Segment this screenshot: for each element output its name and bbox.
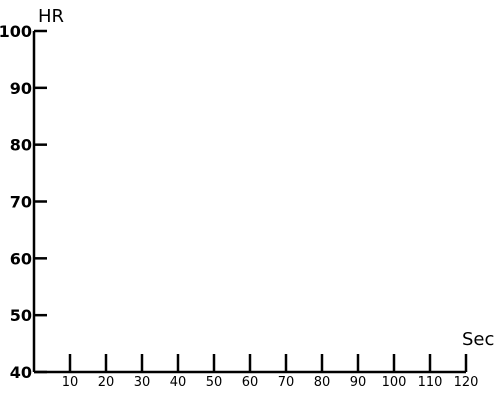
x-tick-label: 70: [278, 375, 295, 390]
x-axis-ticks: 10 20 30 40 50 60 70 80 90 100 110 120: [62, 354, 479, 390]
x-tick-label: 30: [134, 375, 151, 390]
y-tick-label: 80: [10, 136, 32, 155]
y-tick-label: 100: [0, 22, 32, 41]
x-tick-label: 50: [206, 375, 223, 390]
x-tick-label: 110: [418, 375, 443, 390]
y-tick-label: 90: [10, 79, 32, 98]
y-tick-label: 40: [10, 363, 32, 382]
x-tick-label: 120: [454, 375, 479, 390]
x-tick-label: 90: [350, 375, 367, 390]
x-tick-label: 40: [170, 375, 187, 390]
x-tick-label: 60: [242, 375, 259, 390]
x-tick-label: 100: [382, 375, 407, 390]
x-tick-label: 20: [98, 375, 115, 390]
y-tick-label: 70: [10, 193, 32, 212]
x-axis-title: Sec: [462, 329, 494, 350]
x-tick-label: 80: [314, 375, 331, 390]
y-axis-title: HR: [38, 6, 64, 27]
y-tick-label: 60: [10, 249, 32, 268]
y-tick-label: 50: [10, 306, 32, 325]
y-axis-ticks: 40 50 60 70 80 90 100: [0, 22, 47, 382]
x-tick-label: 10: [62, 375, 79, 390]
